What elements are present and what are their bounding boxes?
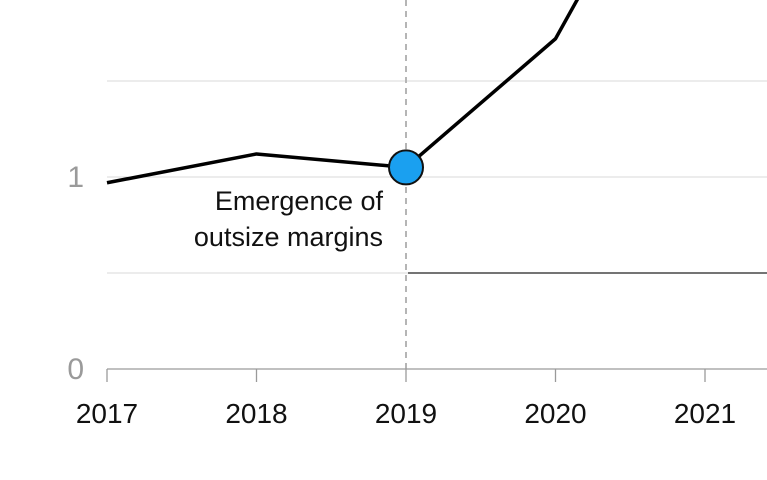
reference-layer <box>405 0 767 369</box>
annotation: Emergence of outsize margins <box>194 186 384 252</box>
x-tick-label: 2017 <box>76 398 138 429</box>
annotation-line-1: Emergence of <box>215 186 384 216</box>
y-tick-label: 1 <box>67 161 84 194</box>
x-tick-label: 2019 <box>375 398 437 429</box>
y-tick-label: 0 <box>67 353 84 386</box>
x-tick-label: 2021 <box>674 398 736 429</box>
x-tick-label: 2018 <box>225 398 287 429</box>
series-line <box>106 0 580 185</box>
x-axis <box>106 368 767 382</box>
x-tick-label: 2020 <box>524 398 586 429</box>
series-layer <box>106 0 580 185</box>
label-layer: 2017 2018 2019 2020 2021 0 1 <box>67 161 736 429</box>
highlight-point <box>388 149 424 186</box>
marker-layer <box>388 149 424 186</box>
annotation-line-2: outsize margins <box>194 222 383 252</box>
